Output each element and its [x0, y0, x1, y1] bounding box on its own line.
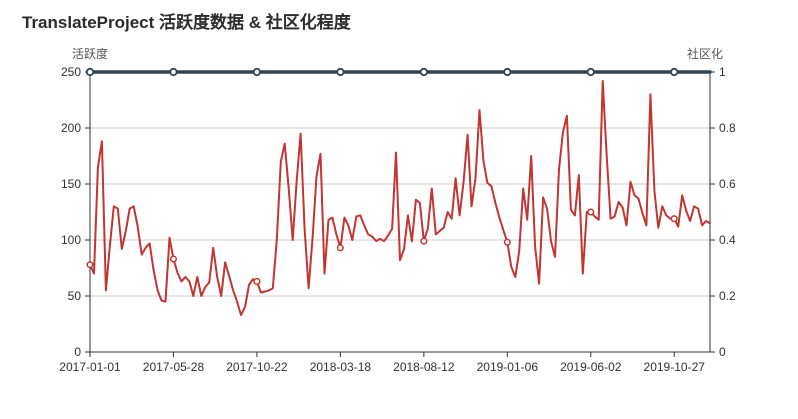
x-axis-tick-label: 2019-10-27: [644, 360, 706, 374]
activity-line: [89, 80, 711, 316]
x-axis-tick-label: 2017-01-01: [59, 360, 121, 374]
x-axis-tick-label: 2017-10-22: [226, 360, 288, 374]
x-axis-ticks: 2017-01-01 2017-05-28 2017-10-22 2018-03-18…: [59, 352, 705, 374]
x-axis-tick-label: 2018-03-18: [310, 360, 372, 374]
right-axis-tick-label: 0.8: [719, 121, 736, 135]
community-marker: [419, 67, 428, 77]
activity-marker: [587, 208, 595, 216]
activity-marker: [420, 237, 428, 245]
activity-marker: [253, 277, 261, 285]
right-axis-tick-label: 0.4: [719, 233, 736, 247]
activity-series: [89, 80, 711, 316]
community-marker: [586, 67, 595, 77]
activity-marker: [670, 215, 678, 223]
left-axis-tick-label: 200: [61, 121, 81, 135]
left-axis-tick-label: 150: [61, 177, 81, 191]
left-axis-name: 活跃度: [71, 47, 108, 61]
left-axis-tick-label: 250: [61, 65, 81, 79]
community-marker: [85, 67, 95, 77]
left-axis-tick-label: 100: [61, 233, 81, 247]
left-axis-tick-label: 0: [74, 345, 81, 359]
right-axis-tick-label: 0.6: [719, 177, 736, 191]
left-axis-tick-label: 50: [68, 289, 82, 303]
right-axis-tick-label: 1: [719, 65, 726, 79]
right-axis-tick-label: 0.2: [719, 289, 736, 303]
chart-title: TranslateProject 活跃度数据 & 社区化程度: [22, 13, 351, 32]
right-axis-name: 社区化: [686, 47, 723, 61]
axes: [89, 72, 711, 353]
activity-marker: [169, 255, 178, 263]
x-axis-tick-label: 2019-01-06: [477, 360, 539, 374]
y-axis-ticks: 0 0 50 0.2 100 0.4 150 0.6 200 0.8 250 1: [61, 65, 736, 359]
gridlines: [90, 71, 710, 297]
community-marker: [336, 67, 345, 77]
activity-marker: [336, 244, 344, 252]
community-marker: [252, 67, 262, 77]
x-axis-tick-label: 2019-06-02: [560, 360, 622, 374]
community-marker: [670, 67, 679, 77]
x-axis-tick-label: 2017-05-28: [143, 360, 205, 374]
x-axis-tick-label: 2018-08-12: [393, 360, 455, 374]
activity-marker: [86, 261, 94, 269]
right-axis-tick-label: 0: [719, 345, 726, 359]
activity-marker: [503, 238, 511, 246]
community-marker: [169, 67, 178, 77]
series-markers: [85, 67, 679, 285]
community-marker: [503, 67, 512, 77]
